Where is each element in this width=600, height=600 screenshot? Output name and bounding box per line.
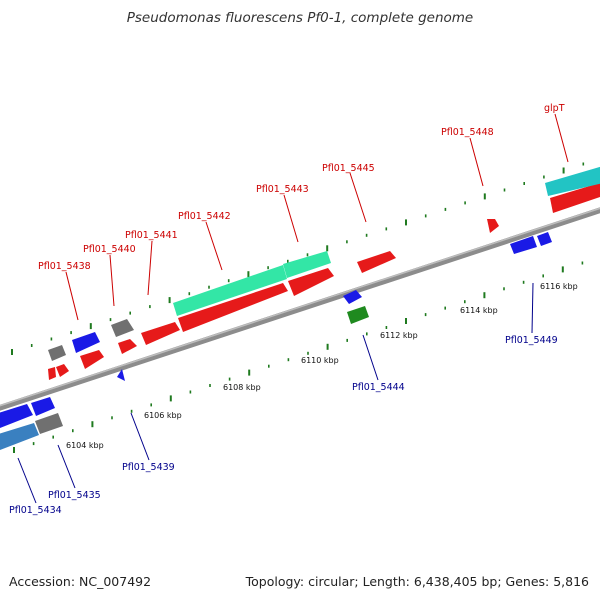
gene-label: Pfl01_5444 [352,382,405,393]
gene-arrow [48,367,56,380]
gene-arrow [111,319,134,337]
gene-label: Pfl01_5449 [505,335,558,346]
gene-arrow [510,236,537,254]
tick-label: 6110 kbp [301,356,339,365]
gene-arrow [487,219,499,233]
tick-label: 6104 kbp [66,441,104,450]
forward-genes [48,182,600,380]
leader-line [362,334,379,381]
gene-label: Pfl01_5439 [122,462,175,473]
gene-arrow [35,413,63,434]
leader-line [65,271,79,321]
gene-arrow [347,306,369,324]
gene-arrow [72,332,100,353]
leader-line [349,172,367,223]
map-title: Pseudomonas fluorescens Pf0-1, complete … [126,10,474,26]
gene-arrow [141,322,180,345]
gene-arrow [117,369,125,381]
leader-line [531,282,534,334]
gene-arrow [56,364,69,377]
reverse-genes [0,232,552,450]
leader-line [469,137,484,187]
gene-label: Pfl01_5441 [125,230,178,241]
position-labels: 6104 kbp 6106 kbp 6108 kbp 6110 kbp 6112… [66,282,578,450]
gene-label: Pfl01_5443 [256,184,309,195]
outer-genes [48,166,600,361]
gene-arrow [283,251,331,278]
reverse-tick-marks [13,261,584,453]
reverse-gene-labels: Pfl01_5434 Pfl01_5435 Pfl01_5439 Pfl01_5… [9,335,558,516]
leader-line [57,444,76,489]
leader-line [17,457,37,504]
gene-label: Pfl01_5434 [9,505,62,516]
gene-arrow [80,350,104,369]
tick-label: 6108 kbp [223,383,261,392]
gene-arrow [178,283,288,332]
gene-arrow [173,265,287,316]
gene-arrow [343,290,362,304]
leader-line [130,412,150,461]
forward-tick-marks [11,162,585,355]
gene-arrow [545,166,600,196]
leader-line [554,113,569,163]
gene-arrow [357,251,396,273]
gene-arrow [0,404,33,428]
gene-label: glpT [544,103,565,114]
gene-arrow [550,182,600,213]
tick-label: 6106 kbp [144,411,182,420]
tick-label: 6116 kbp [540,282,578,291]
gene-label: Pfl01_5448 [441,127,494,138]
gene-arrow [118,339,137,354]
gene-arrow [31,397,55,416]
leader-line [283,194,299,243]
gene-arrow [537,232,552,246]
tick-label: 6114 kbp [460,306,498,315]
gene-label: Pfl01_5438 [38,261,91,272]
gene-label: Pfl01_5442 [178,211,231,222]
label-leaders [17,113,569,504]
gene-arrow [48,345,66,361]
leader-line [109,254,115,307]
gene-label: Pfl01_5445 [322,163,375,174]
gene-arrow [0,423,39,450]
accession-text: Accession: NC_007492 [9,574,152,589]
gene-label: Pfl01_5440 [83,244,136,255]
leader-line [147,240,153,296]
gene-label: Pfl01_5435 [48,490,101,501]
backbone [0,207,600,411]
gene-arrow [288,268,334,296]
forward-gene-labels: Pfl01_5438 Pfl01_5440 Pfl01_5441 Pfl01_5… [38,103,565,272]
topology-text: Topology: circular; Length: 6,438,405 bp… [245,574,589,589]
leader-line [205,221,223,271]
tick-label: 6112 kbp [380,331,418,340]
backbone-highlight [0,207,600,407]
